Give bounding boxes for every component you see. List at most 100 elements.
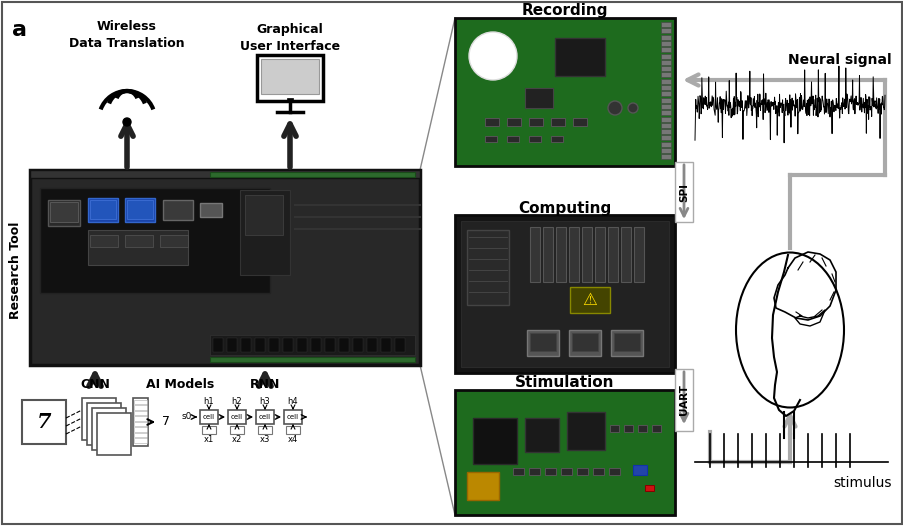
Text: x1: x1 — [204, 436, 214, 444]
Bar — [239, 190, 290, 275]
Bar — [582, 227, 591, 282]
Bar — [228, 410, 246, 424]
Text: a: a — [12, 20, 27, 40]
Bar — [134, 406, 147, 410]
Bar — [209, 172, 414, 177]
Bar — [40, 188, 270, 293]
Bar — [644, 485, 653, 491]
Bar — [201, 426, 216, 434]
Bar — [380, 338, 391, 352]
Bar — [572, 333, 598, 351]
Bar — [229, 426, 244, 434]
Bar — [566, 412, 604, 450]
Bar — [256, 55, 322, 101]
Bar — [551, 136, 563, 142]
Bar — [485, 118, 498, 126]
Bar — [660, 22, 670, 27]
Bar — [561, 468, 572, 475]
Bar — [608, 227, 618, 282]
Bar — [555, 227, 565, 282]
Bar — [529, 227, 539, 282]
Bar — [134, 433, 147, 438]
Bar — [283, 338, 293, 352]
Bar — [525, 88, 553, 108]
Bar — [209, 335, 414, 355]
Text: cell: cell — [230, 414, 243, 420]
Text: h4: h4 — [287, 398, 298, 407]
Bar — [660, 110, 670, 115]
Bar — [241, 338, 251, 352]
Bar — [507, 118, 520, 126]
Bar — [134, 439, 147, 443]
Bar — [269, 338, 279, 352]
Bar — [551, 118, 564, 126]
Bar — [200, 410, 218, 424]
Bar — [30, 170, 420, 365]
Bar — [284, 410, 302, 424]
Text: cell: cell — [286, 414, 299, 420]
Bar — [92, 408, 126, 450]
Bar — [660, 73, 670, 77]
Bar — [472, 418, 517, 464]
Bar — [660, 60, 670, 65]
Bar — [90, 235, 118, 247]
Text: cell: cell — [258, 414, 271, 420]
Bar — [257, 426, 272, 434]
Bar — [512, 468, 524, 475]
Bar — [592, 468, 603, 475]
Text: ⚠: ⚠ — [582, 291, 597, 309]
Bar — [30, 170, 420, 178]
Bar — [638, 425, 647, 432]
Text: Stimulation: Stimulation — [515, 376, 614, 390]
Bar — [297, 338, 307, 352]
Bar — [660, 47, 670, 52]
Bar — [213, 338, 223, 352]
Text: CNN: CNN — [80, 378, 110, 391]
Bar — [325, 338, 335, 352]
Bar — [660, 135, 670, 140]
Bar — [660, 104, 670, 109]
Text: x4: x4 — [287, 436, 298, 444]
Bar — [675, 162, 693, 222]
Bar — [97, 413, 131, 455]
Bar — [610, 425, 619, 432]
Bar — [125, 198, 154, 222]
Bar — [660, 54, 670, 58]
Bar — [461, 221, 668, 367]
Bar — [529, 333, 555, 351]
Text: Research Tool: Research Tool — [10, 221, 23, 319]
Text: h2: h2 — [231, 398, 242, 407]
Bar — [545, 468, 555, 475]
Bar — [50, 202, 78, 222]
Bar — [610, 330, 642, 356]
Text: 7: 7 — [162, 416, 170, 429]
Bar — [660, 123, 670, 128]
Bar — [620, 227, 630, 282]
Bar — [613, 333, 639, 351]
Bar — [311, 338, 321, 352]
Text: Neural signal: Neural signal — [787, 53, 891, 67]
Bar — [454, 18, 675, 166]
Bar — [245, 195, 283, 235]
Bar — [660, 28, 670, 33]
Text: Graphical
User Interface: Graphical User Interface — [239, 23, 340, 53]
Bar — [261, 59, 319, 94]
Bar — [88, 198, 118, 222]
Text: Recording: Recording — [521, 3, 608, 17]
Bar — [660, 116, 670, 122]
Text: Wireless
Data Translation: Wireless Data Translation — [70, 20, 184, 50]
Bar — [134, 428, 147, 432]
Bar — [160, 235, 188, 247]
Bar — [256, 410, 274, 424]
Bar — [485, 136, 497, 142]
Bar — [660, 85, 670, 90]
Bar — [660, 98, 670, 103]
Bar — [454, 215, 675, 373]
Bar — [339, 338, 349, 352]
Bar — [134, 422, 147, 427]
Bar — [660, 154, 670, 159]
Text: RNN: RNN — [249, 378, 280, 391]
Bar — [554, 38, 604, 76]
Text: 7: 7 — [37, 412, 51, 432]
Bar — [675, 369, 693, 431]
